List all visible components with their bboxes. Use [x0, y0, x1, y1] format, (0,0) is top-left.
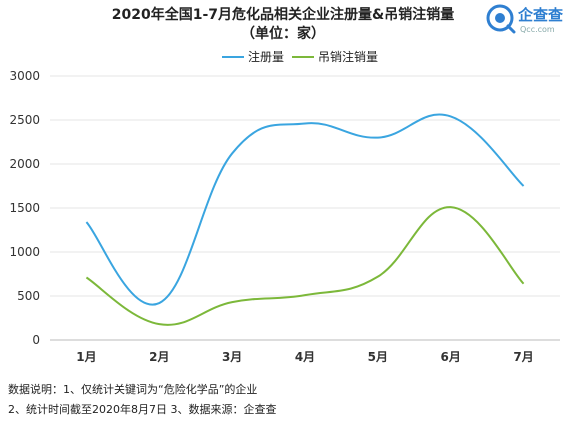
y-tick-label: 2500 [9, 113, 40, 127]
chart-subtitle: （单位：家） [241, 25, 325, 42]
y-tick-label: 0 [32, 333, 40, 347]
qcc-logo: 企查查 Qcc.com [486, 4, 564, 34]
x-tick-label: 5月 [368, 350, 388, 364]
y-axis-ticks: 0 500 1000 1500 2000 2500 3000 [9, 69, 40, 347]
legend: 注册量 吊销注销量 [222, 49, 378, 64]
series-line-registrations [85, 113, 525, 306]
y-tick-label: 1500 [9, 201, 40, 215]
y-tick-label: 500 [17, 289, 40, 303]
series-lines [85, 113, 525, 326]
x-axis-ticks: 1月 2月 3月 4月 5月 6月 7月 [76, 350, 534, 364]
note-line-1: 数据说明：1、仅统计关键词为“危险化学品”的企业 [8, 382, 257, 396]
legend-label-registrations: 注册量 [248, 49, 284, 64]
qcc-logo-icon [486, 4, 516, 34]
x-tick-label: 2月 [149, 350, 169, 364]
x-tick-label: 1月 [76, 350, 96, 364]
y-tick-label: 1000 [9, 245, 40, 259]
x-tick-label: 7月 [513, 350, 533, 364]
chart-title: 2020年全国1-7月危化品相关企业注册量&吊销注销量 [112, 6, 454, 23]
y-tick-label: 3000 [9, 69, 40, 83]
gridlines [50, 75, 560, 341]
note-line-2: 2、统计时间截至2020年8月7日 3、数据来源：企查查 [8, 402, 276, 416]
x-tick-label: 3月 [222, 350, 242, 364]
x-tick-label: 4月 [295, 350, 315, 364]
series-line-cancellations [85, 206, 525, 326]
logo-name: 企查查 [517, 6, 564, 24]
logo-sub: Qcc.com [520, 25, 555, 34]
legend-label-cancellations: 吊销注销量 [318, 49, 378, 64]
y-tick-label: 2000 [9, 157, 40, 171]
x-tick-label: 6月 [441, 350, 461, 364]
